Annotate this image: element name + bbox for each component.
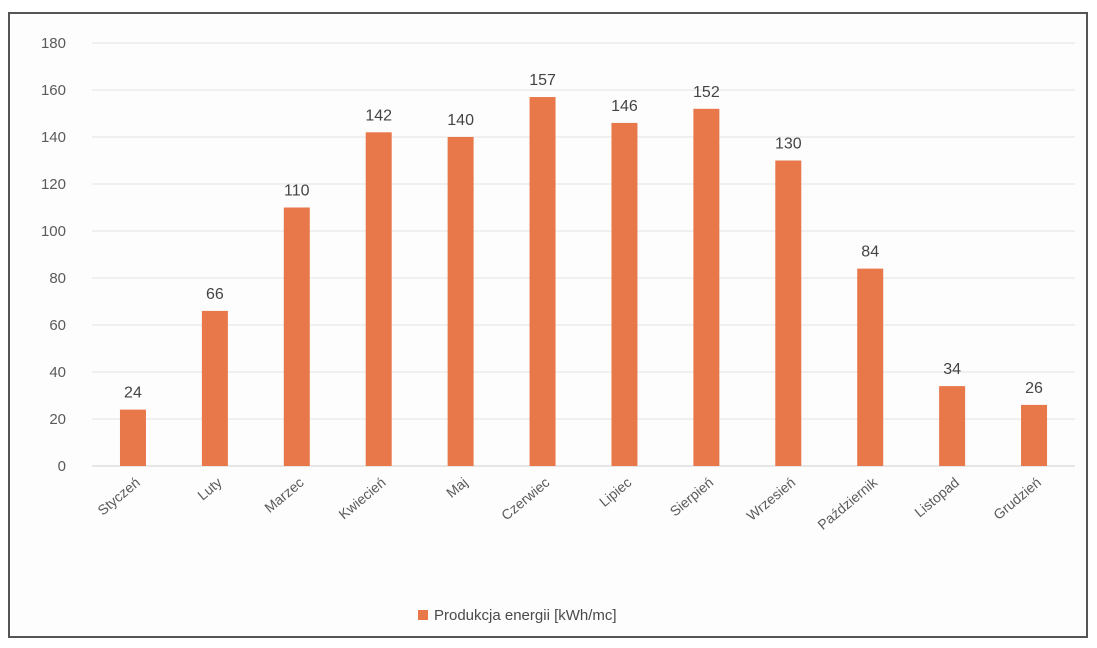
legend-label: Produkcja energii [kWh/mc] xyxy=(434,607,617,624)
data-label: 152 xyxy=(693,84,720,101)
legend-swatch xyxy=(418,610,428,620)
bar xyxy=(939,386,966,466)
y-tick-label: 180 xyxy=(41,35,66,52)
data-label: 26 xyxy=(1025,380,1043,397)
bar xyxy=(201,310,228,466)
bar xyxy=(119,409,146,466)
gridlines xyxy=(92,42,1075,467)
bar xyxy=(365,132,392,467)
data-label: 66 xyxy=(206,286,224,303)
data-label: 110 xyxy=(284,183,310,200)
x-category-label: Kwiecień xyxy=(335,474,388,522)
y-tick-label: 40 xyxy=(49,364,66,381)
bars xyxy=(119,97,1048,467)
x-category-label: Lipiec xyxy=(596,474,634,510)
data-label: 157 xyxy=(529,72,556,89)
y-tick-label: 140 xyxy=(41,129,66,146)
data-label: 142 xyxy=(365,107,392,124)
data-label: 130 xyxy=(775,136,802,153)
bar xyxy=(611,122,638,467)
x-category-label: Maj xyxy=(443,474,471,501)
y-axis-ticks: 0 20 40 60 80 100 120 140 160 180 xyxy=(41,35,66,475)
bar xyxy=(447,137,474,466)
x-category-label: Luty xyxy=(194,474,225,503)
y-tick-label: 0 xyxy=(58,458,66,475)
y-tick-label: 160 xyxy=(41,82,66,99)
y-tick-label: 120 xyxy=(41,176,66,193)
x-category-label: Sierpień xyxy=(667,474,717,519)
data-label: 84 xyxy=(861,244,879,261)
x-category-label: Październik xyxy=(814,473,880,532)
data-labels: 24 66 110 142 140 157 146 152 130 84 34 26 xyxy=(124,72,1043,402)
bar xyxy=(693,108,720,467)
legend: Produkcja energii [kWh/mc] xyxy=(418,607,617,624)
x-category-label: Marzec xyxy=(261,474,306,516)
y-tick-label: 60 xyxy=(49,317,66,334)
x-category-label: Grudzień xyxy=(990,474,1044,523)
data-label: 140 xyxy=(447,112,474,129)
data-label: 24 xyxy=(124,385,142,402)
y-tick-label: 100 xyxy=(41,223,66,240)
data-label: 146 xyxy=(611,98,638,115)
bar xyxy=(529,97,556,467)
x-category-label: Czerwiec xyxy=(498,474,552,523)
x-axis-categories: Styczeń Luty Marzec Kwiecień Maj Czerwiec Lipi… xyxy=(94,473,1044,532)
bar xyxy=(283,207,310,466)
y-tick-label: 20 xyxy=(49,411,66,428)
y-tick-label: 80 xyxy=(49,270,66,287)
x-category-label: Wrzesień xyxy=(743,474,798,524)
bar xyxy=(1021,404,1048,466)
x-category-label: Listopad xyxy=(911,474,962,520)
bar xyxy=(857,268,884,466)
bar xyxy=(775,160,802,466)
data-label: 34 xyxy=(943,361,961,378)
x-category-label: Styczeń xyxy=(94,474,142,518)
